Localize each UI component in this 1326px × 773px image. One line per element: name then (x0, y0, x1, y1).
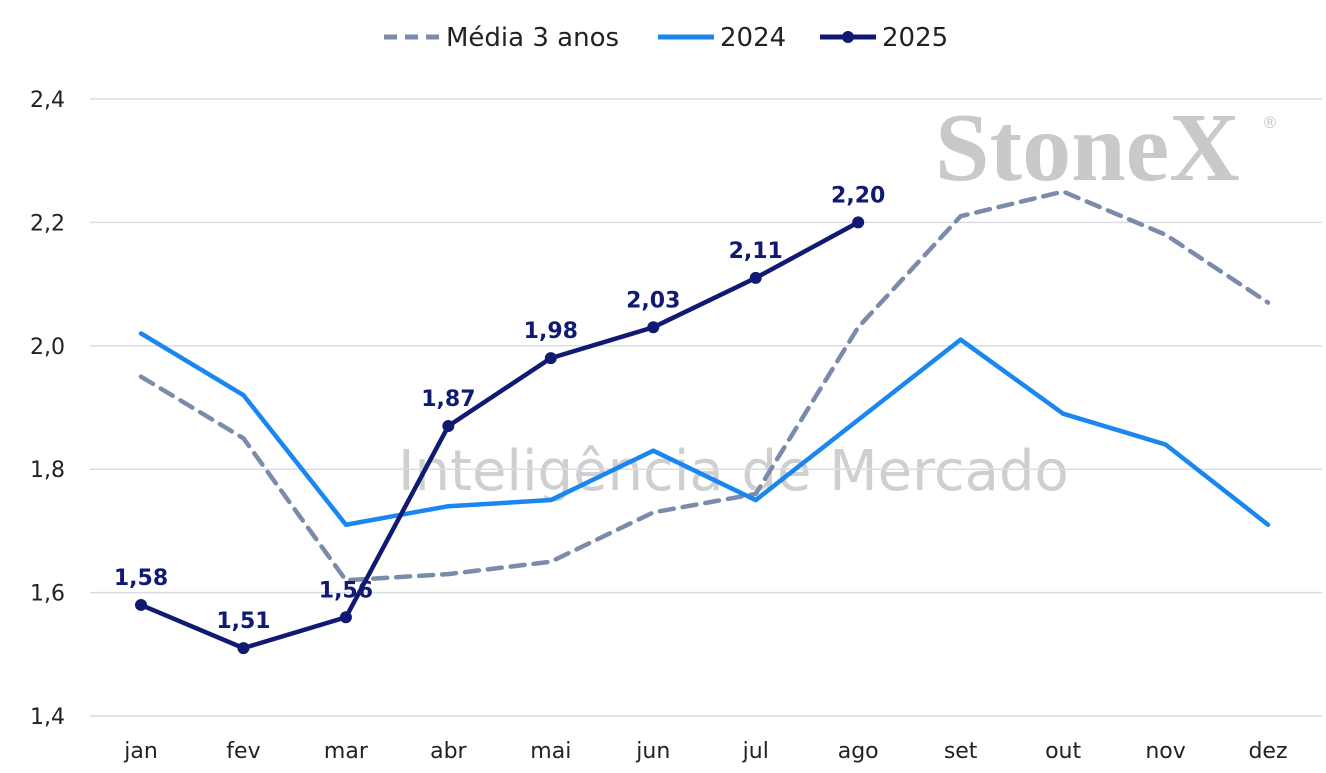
y-tick-label: 2,4 (30, 88, 65, 113)
data-point (852, 216, 865, 229)
data-label: 1,56 (319, 578, 373, 603)
legend-label: 2024 (720, 23, 786, 53)
watermark-brand: StoneX (935, 94, 1240, 202)
data-label: 1,58 (114, 566, 168, 591)
watermark-subtitle: Inteligência de Mercado (398, 439, 1069, 504)
data-point (749, 271, 762, 284)
data-point (647, 321, 660, 334)
x-tick-label: mar (324, 739, 369, 764)
x-tick-label: jun (635, 739, 670, 764)
legend-marker (842, 31, 854, 43)
legend-label: 2025 (882, 23, 948, 53)
watermark-logo: StoneX ® Inteligência de Mercado (398, 94, 1278, 504)
x-tick-label: mai (530, 739, 571, 764)
data-point (135, 598, 147, 611)
watermark-registered: ® (1262, 113, 1278, 132)
x-tick-label: dez (1248, 739, 1287, 764)
data-point (442, 420, 455, 433)
data-point (544, 352, 557, 365)
x-tick-label: jan (123, 739, 158, 764)
data-label: 2,11 (729, 239, 783, 264)
x-tick-label: fev (226, 739, 260, 764)
data-point (339, 611, 352, 624)
y-tick-label: 1,4 (30, 705, 65, 730)
y-tick-label: 1,6 (30, 582, 65, 607)
data-label: 2,03 (626, 288, 680, 313)
data-label: 2,20 (831, 183, 885, 208)
series-line-2024 (138, 331, 1271, 527)
legend-label: Média 3 anos (446, 23, 619, 53)
data-label: 1,98 (524, 319, 578, 344)
x-tick-label: jul (742, 739, 769, 764)
x-tick-label: set (944, 739, 978, 764)
series-line-2025 (138, 220, 861, 651)
x-tick-label: nov (1145, 739, 1185, 764)
series-line-média-3-anos (138, 189, 1271, 583)
y-tick-label: 1,8 (30, 458, 65, 483)
y-tick-label: 2,2 (30, 211, 65, 236)
data-label: 1,87 (421, 387, 475, 412)
data-label: 1,51 (216, 609, 270, 634)
y-tick-label: 2,0 (30, 335, 65, 360)
x-tick-label: ago (838, 739, 879, 764)
x-tick-label: out (1045, 739, 1081, 764)
x-tick-label: abr (430, 739, 467, 764)
data-point (237, 642, 250, 655)
